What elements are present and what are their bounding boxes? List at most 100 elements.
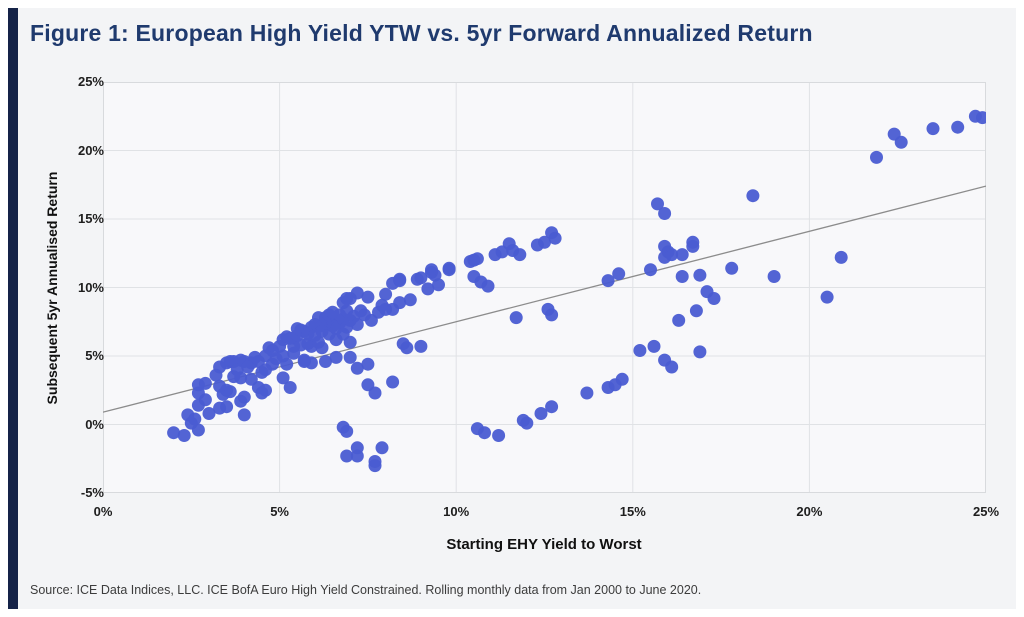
data-point	[350, 441, 364, 455]
data-point	[167, 426, 181, 440]
data-point	[421, 282, 435, 296]
data-point	[241, 360, 255, 374]
data-point	[693, 345, 707, 359]
figure-panel: Figure 1: European High Yield YTW vs. 5y…	[8, 8, 1016, 609]
data-point	[693, 268, 707, 282]
data-point	[538, 235, 551, 249]
data-point	[601, 274, 615, 288]
data-point	[976, 111, 986, 125]
data-point	[202, 407, 216, 420]
data-point	[255, 386, 269, 400]
data-point	[478, 426, 491, 440]
x-tick-label: 5%	[270, 504, 289, 519]
data-points	[167, 109, 986, 473]
data-point	[612, 267, 626, 281]
data-point	[350, 361, 364, 375]
data-point	[534, 407, 548, 420]
y-tick-label: 15%	[77, 211, 104, 226]
data-point	[432, 278, 445, 292]
data-point	[633, 344, 647, 357]
data-point	[220, 383, 234, 397]
x-tick-label: 25%	[972, 504, 1000, 519]
data-point	[442, 263, 456, 277]
data-point	[548, 231, 562, 245]
y-tick-label: 10%	[77, 279, 104, 295]
data-point	[675, 248, 689, 262]
data-point	[354, 304, 368, 318]
data-point	[665, 360, 679, 374]
y-tick-label: 0%	[85, 416, 104, 432]
data-point	[368, 459, 382, 473]
data-point	[276, 371, 290, 385]
data-point	[414, 339, 428, 353]
data-point	[297, 353, 311, 367]
data-point	[393, 272, 407, 286]
data-point	[329, 350, 343, 364]
x-tick-label: 10%	[443, 504, 470, 519]
data-point	[951, 120, 965, 134]
scatter-plot	[103, 82, 986, 493]
data-point	[820, 290, 834, 304]
x-tick-label: 20%	[796, 504, 823, 519]
data-point	[672, 313, 686, 327]
data-point	[343, 335, 357, 349]
data-point	[290, 322, 304, 336]
data-point	[400, 341, 414, 355]
data-point	[237, 408, 251, 422]
data-point	[191, 423, 205, 437]
data-point	[315, 341, 329, 355]
data-point	[287, 346, 301, 360]
data-point	[368, 386, 382, 400]
data-point	[894, 135, 908, 149]
data-point	[403, 293, 417, 307]
data-point	[244, 372, 258, 386]
data-point	[414, 271, 428, 285]
accent-bar	[8, 8, 18, 609]
data-point	[513, 248, 527, 262]
x-tick-label: 0%	[93, 504, 113, 519]
data-point	[520, 416, 534, 430]
data-point	[340, 449, 354, 463]
data-point	[658, 207, 672, 220]
data-point	[481, 279, 495, 293]
data-point	[220, 400, 234, 414]
data-point	[248, 350, 262, 364]
source-note: Source: ICE Data Indices, LLC. ICE BofA …	[30, 583, 702, 597]
data-point	[545, 308, 559, 322]
data-point	[615, 372, 629, 386]
data-point	[319, 355, 332, 368]
data-point	[343, 292, 357, 305]
data-point	[707, 292, 721, 305]
data-point	[361, 290, 375, 304]
data-point	[644, 263, 657, 277]
data-point	[177, 429, 191, 442]
data-point	[350, 318, 364, 331]
data-point	[492, 429, 506, 442]
data-point	[280, 357, 294, 371]
data-point	[545, 400, 559, 414]
data-point	[767, 270, 781, 283]
chart-container: Subsequent 5yr Annualised Return 25% 20% 1…	[8, 8, 1016, 609]
y-tick-label: 5%	[85, 348, 104, 363]
plot-border	[103, 82, 986, 493]
data-point	[665, 248, 679, 262]
data-point	[509, 311, 523, 325]
y-tick-label: 25%	[77, 74, 104, 89]
data-point	[675, 270, 689, 283]
x-axis-label: Starting EHY Yield to Worst	[446, 536, 642, 553]
data-point	[198, 376, 212, 390]
data-point	[188, 412, 202, 426]
data-point	[689, 304, 703, 318]
data-point	[375, 441, 389, 455]
data-point	[283, 381, 297, 394]
data-point	[340, 424, 354, 438]
data-point	[237, 390, 251, 404]
data-point	[343, 350, 357, 364]
data-point	[870, 150, 883, 164]
data-point	[393, 296, 407, 310]
data-point	[686, 239, 700, 253]
data-point	[834, 250, 848, 264]
data-point	[580, 386, 594, 400]
data-point	[746, 189, 760, 203]
